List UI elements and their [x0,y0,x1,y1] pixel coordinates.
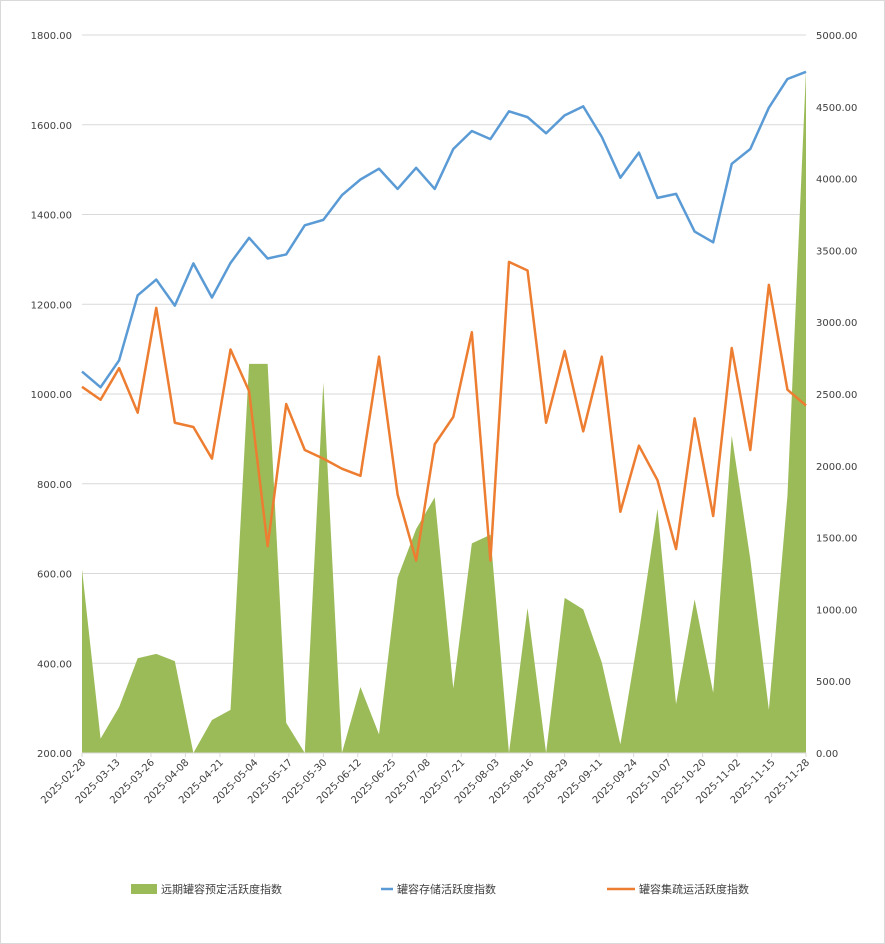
y-right-tick-label: 4000.00 [816,175,857,186]
legend-label[interactable]: 罐容集疏运活跃度指数 [639,882,749,896]
y-right-tick-label: 1000.00 [816,605,857,616]
legend-label[interactable]: 远期罐容预定活跃度指数 [161,882,282,896]
y-right-tick-label: 0.00 [816,749,838,760]
y-left-tick-label: 1200.00 [31,300,72,311]
y-right-tick-label: 3000.00 [816,318,857,329]
y-right-tick-label: 4500.00 [816,103,857,114]
y-left-tick-label: 200.00 [37,749,72,760]
y-right-tick-label: 1500.00 [816,534,857,545]
y-left-tick-label: 800.00 [37,480,72,491]
y-left-tick-label: 600.00 [37,570,72,581]
y-right-tick-label: 2500.00 [816,390,857,401]
series-line-transport-index [81,260,807,562]
y-right-tick-label: 2000.00 [816,462,857,473]
y-left-tick-label: 1600.00 [31,121,72,132]
y-left-tick-label: 1800.00 [31,31,72,42]
y-right-tick-label: 5000.00 [816,31,857,42]
y-left-tick-label: 1400.00 [31,211,72,222]
series-area-booking-index [82,70,806,753]
y-right-tick-label: 3500.00 [816,246,857,257]
series-line-storage-index [81,70,807,389]
y-right-tick-label: 500.00 [816,677,851,688]
y-left-tick-label: 400.00 [37,659,72,670]
legend-label[interactable]: 罐容存储活跃度指数 [397,882,496,896]
legend-swatch-area[interactable] [131,884,157,894]
y-left-tick-label: 1000.00 [31,390,72,401]
